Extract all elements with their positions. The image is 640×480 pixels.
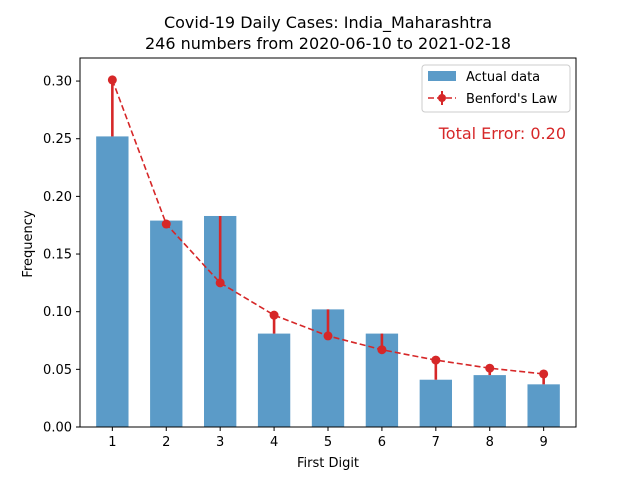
benford-point-digit-2 xyxy=(161,219,171,229)
benford-point-digit-6 xyxy=(377,345,387,355)
bar-digit-1 xyxy=(96,136,129,427)
benford-point-digit-1 xyxy=(107,75,117,85)
y-tick-label: 0.30 xyxy=(43,75,72,90)
legend-box xyxy=(421,64,571,113)
x-tick-label: 5 xyxy=(324,435,332,450)
bar-digit-8 xyxy=(473,375,506,427)
legend: Actual data Benford's Law xyxy=(421,64,571,113)
benford-point-digit-7 xyxy=(431,355,441,365)
x-tick-label: 4 xyxy=(270,435,278,450)
x-tick-label: 8 xyxy=(486,435,494,450)
bar-digit-4 xyxy=(257,333,291,427)
bar-digit-2 xyxy=(150,220,183,427)
x-tick-label: 9 xyxy=(540,435,548,450)
chart-subtitle: 246 numbers from 2020-06-10 to 2021-02-1… xyxy=(145,34,511,53)
legend-swatch-actual xyxy=(428,71,456,81)
benford-point-digit-5 xyxy=(323,331,333,341)
x-tick-label: 1 xyxy=(108,435,116,450)
bar-digit-7 xyxy=(419,379,452,427)
y-tick-label: 0.20 xyxy=(43,190,72,205)
chart-title: Covid-19 Daily Cases: India_Maharashtra xyxy=(164,13,492,33)
benford-point-digit-9 xyxy=(539,369,549,379)
x-tick-label: 2 xyxy=(162,435,170,450)
x-tick-label: 3 xyxy=(216,435,224,450)
legend-label-benford: Benford's Law xyxy=(466,92,558,107)
benford-point-digit-3 xyxy=(215,278,225,288)
y-tick-label: 0.10 xyxy=(43,305,72,320)
bar-digit-9 xyxy=(527,384,560,427)
y-axis-label: Frequency xyxy=(21,210,36,277)
legend-label-actual: Actual data xyxy=(466,70,540,85)
y-tick-label: 0.05 xyxy=(43,363,72,378)
total-error-annotation: Total Error: 0.20 xyxy=(438,124,566,143)
x-tick-label: 7 xyxy=(432,435,440,450)
legend-marker-benford xyxy=(438,94,446,102)
plot-area: 0.00 0.05 0.10 0.15 0.20 0.25 0.30 1 2 3 4 5 6 7 8 9 xyxy=(43,57,577,450)
y-tick-label: 0.15 xyxy=(43,248,72,263)
x-tick-label: 6 xyxy=(378,435,386,450)
x-axis-label: First Digit xyxy=(297,456,359,471)
y-tick-label: 0.00 xyxy=(43,421,72,436)
benford-point-digit-4 xyxy=(269,310,279,320)
benford-point-digit-8 xyxy=(485,363,495,373)
y-tick-label: 0.25 xyxy=(43,132,72,147)
